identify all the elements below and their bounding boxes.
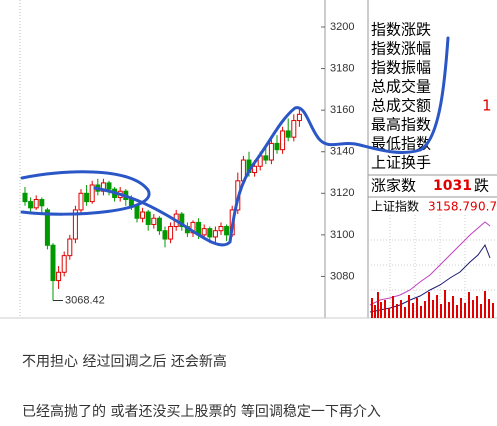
candle-body	[56, 271, 62, 282]
post-line: 已经高抛了的 或者还没买上股票的 等回调稳定一下再介入	[22, 404, 381, 420]
candle-body	[252, 165, 258, 174]
y-tick-label: 3080	[330, 270, 354, 282]
candle-body	[212, 230, 218, 238]
mini-line	[369, 243, 491, 313]
hand-annotation	[20, 36, 450, 247]
candle-body	[22, 192, 28, 203]
panel-label: 指数涨幅	[371, 40, 431, 58]
panel-label: 指数涨跌	[371, 21, 431, 39]
candle-body	[28, 201, 34, 209]
candle-body	[89, 184, 95, 203]
candle-body	[274, 142, 280, 151]
y-tick-label: 3100	[330, 229, 354, 241]
rise-count: 1031	[433, 178, 472, 194]
panel-label: 总成交量	[371, 78, 431, 96]
candle-body	[106, 182, 112, 190]
chart: 1 涨家数 1031 跌 上证指数 3158.79 0.7 指数涨跌指数涨幅指数…	[0, 0, 497, 319]
candle-body	[145, 211, 151, 225]
fall-label: 跌	[474, 177, 489, 195]
candle-body	[224, 226, 230, 236]
panel-label: 上证换手	[371, 154, 431, 172]
candle-body	[151, 217, 157, 225]
candle-body	[50, 244, 56, 282]
y-tick-label: 3200	[330, 21, 354, 33]
candle-body	[291, 120, 297, 138]
candle-body	[179, 213, 185, 228]
candle-body	[285, 130, 291, 138]
candle-body	[39, 199, 45, 207]
candle-body	[61, 255, 67, 273]
mini-line	[369, 221, 491, 306]
candle-body	[162, 230, 168, 240]
candle-body	[280, 130, 286, 151]
candle-body	[263, 155, 269, 161]
candle-body	[140, 211, 146, 219]
info-panel: 1 涨家数 1031 跌 上证指数 3158.79 0.7 指数涨跌指数涨幅指数…	[368, 21, 497, 318]
partial-value: 1	[482, 97, 492, 115]
rise-label: 涨家数	[371, 177, 416, 195]
y-tick-label: 3140	[330, 146, 354, 158]
candle-body	[207, 228, 213, 238]
mini-volume	[371, 290, 494, 318]
candle-body	[268, 142, 274, 161]
candle-body	[156, 217, 162, 232]
y-tick-label: 3180	[330, 62, 354, 74]
candle-body	[72, 209, 78, 240]
candle-body	[134, 205, 140, 219]
panel-label: 最低指数	[371, 135, 431, 153]
panel-label: 最高指数	[371, 116, 431, 134]
y-tick-label: 3160	[330, 104, 354, 116]
candle-body	[78, 192, 84, 211]
post-line: 不用担心 经过回调之后 还会新高	[22, 354, 227, 370]
candle-body	[33, 199, 39, 209]
candle-body	[67, 238, 73, 257]
index-label: 上证指数	[371, 199, 419, 214]
index-value: 3158.79	[428, 200, 478, 214]
y-tick-label: 3120	[330, 187, 354, 199]
panel-label: 总成交额	[371, 97, 431, 115]
candle-body	[296, 113, 302, 122]
candle-body	[84, 192, 90, 203]
candle-body	[201, 228, 207, 236]
index-change: 0.7	[478, 200, 497, 214]
panel-label: 指数振幅	[371, 59, 431, 77]
candle-body	[168, 226, 174, 240]
candle-body	[44, 209, 50, 246]
low-label: 3068.42	[65, 294, 105, 306]
candle-body	[218, 226, 224, 232]
